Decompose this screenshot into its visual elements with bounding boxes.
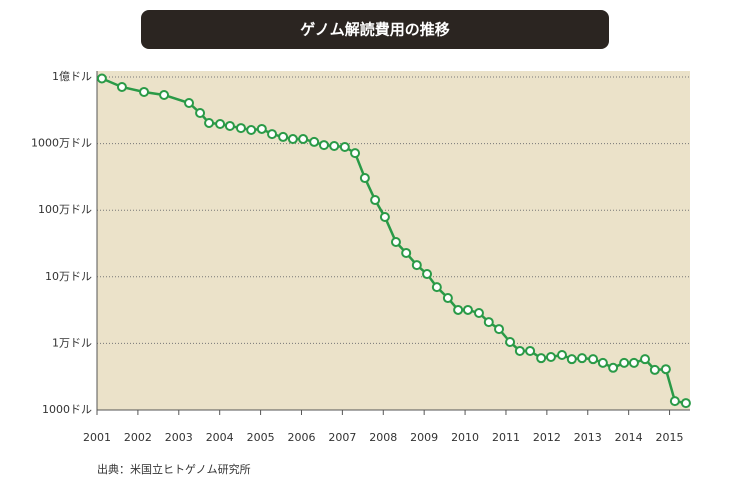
x-tick-label: 2010 (451, 431, 479, 444)
x-tick-label: 2011 (492, 431, 520, 444)
data-point (483, 317, 494, 328)
data-point (556, 349, 567, 360)
data-point (453, 304, 464, 315)
data-point (649, 364, 660, 375)
x-tick-label: 2001 (83, 431, 111, 444)
y-tick-label: 1億ドル (52, 70, 92, 83)
data-point (184, 98, 195, 109)
x-tick-label: 2015 (656, 431, 684, 444)
data-point (680, 398, 691, 409)
x-tick-label: 2009 (410, 431, 438, 444)
title-box (141, 10, 609, 49)
x-tick-label: 2002 (124, 431, 152, 444)
data-point (96, 73, 107, 84)
data-point (329, 141, 340, 152)
x-tick-label: 2012 (533, 431, 561, 444)
data-point (195, 108, 206, 119)
data-point (204, 117, 215, 128)
data-point (224, 120, 235, 131)
x-tick-label: 2006 (287, 431, 315, 444)
data-point (422, 269, 433, 280)
data-point (619, 357, 630, 368)
data-point (608, 362, 619, 373)
data-point (159, 89, 170, 100)
data-point (442, 293, 453, 304)
data-point (660, 364, 671, 375)
data-point (505, 336, 516, 347)
data-point (339, 141, 350, 152)
x-tick-label: 2003 (165, 431, 193, 444)
data-point (566, 354, 577, 365)
data-point (309, 136, 320, 147)
data-point (390, 237, 401, 248)
data-point (370, 195, 381, 206)
data-point (514, 345, 525, 356)
y-tick-label: 1000万ドル (31, 137, 92, 150)
data-point (536, 353, 547, 364)
data-point (359, 173, 370, 184)
data-point (525, 345, 536, 356)
data-point (431, 282, 442, 293)
data-point (235, 123, 246, 134)
x-tick-label: 2013 (574, 431, 602, 444)
data-point (298, 134, 309, 145)
data-point (597, 357, 608, 368)
data-point (246, 125, 257, 136)
data-point (545, 351, 556, 362)
data-point (462, 304, 473, 315)
data-point (287, 134, 298, 145)
data-point (116, 81, 127, 92)
data-point (473, 308, 484, 319)
y-tick-label: 1000ドル (42, 403, 92, 416)
data-point (628, 357, 639, 368)
data-point (640, 354, 651, 365)
data-point (139, 86, 150, 97)
data-point (577, 353, 588, 364)
chart-title: ゲノム解読費用の推移 (300, 21, 450, 39)
data-point (669, 396, 680, 407)
y-tick-label: 1万ドル (52, 336, 92, 349)
y-tick-label: 100万ドル (38, 203, 92, 216)
x-tick-label: 2014 (615, 431, 643, 444)
data-point (350, 148, 361, 159)
x-tick-label: 2005 (247, 431, 275, 444)
source-note: 出典：米国立ヒトゲノム研究所 (97, 462, 251, 476)
x-tick-label: 2007 (328, 431, 356, 444)
data-point (588, 354, 599, 365)
x-tick-label: 2008 (369, 431, 397, 444)
data-point (401, 247, 412, 258)
x-tick-label: 2004 (206, 431, 234, 444)
data-point (278, 131, 289, 142)
data-point (494, 324, 505, 335)
data-point (411, 260, 422, 271)
y-tick-label: 10万ドル (45, 270, 92, 283)
data-point (318, 140, 329, 151)
data-point (379, 211, 390, 222)
data-point (215, 118, 226, 129)
data-point (267, 129, 278, 140)
data-point (256, 123, 267, 134)
